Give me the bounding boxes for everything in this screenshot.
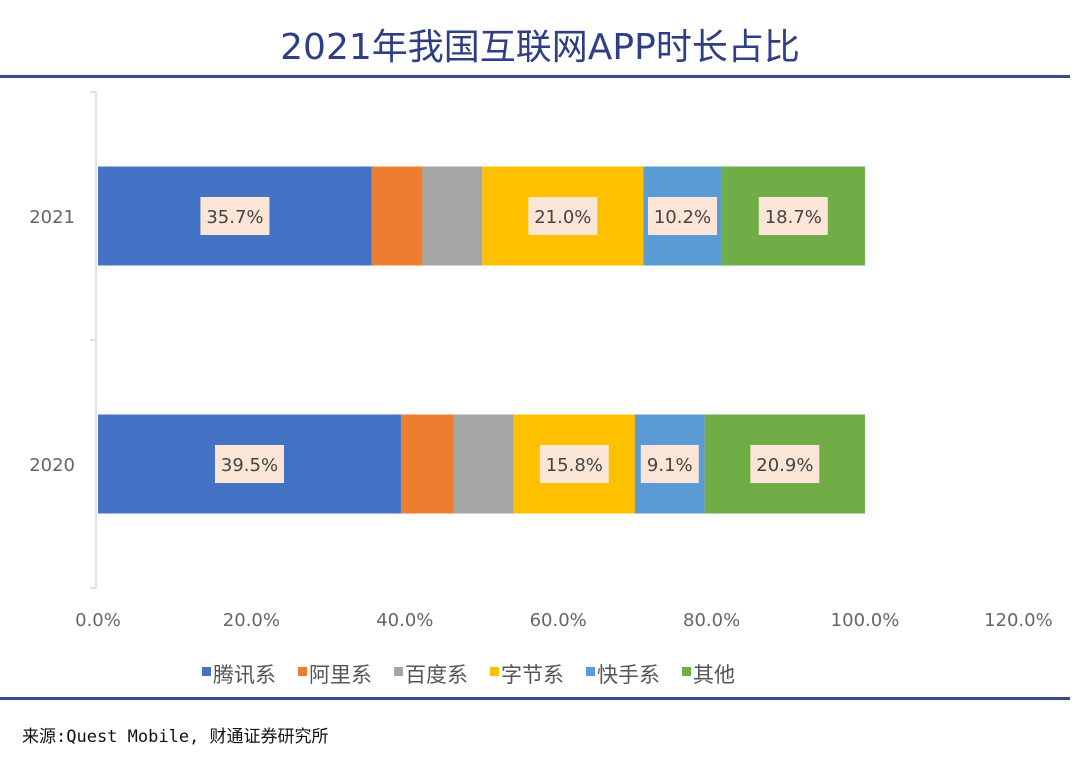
data-label: 9.1% [647,455,693,476]
x-tick-label: 0.0% [75,610,121,631]
legend-label: 腾讯系 [213,663,276,687]
data-label-box [539,445,609,483]
stacked-bar-chart: 2021 35.7% 21.0% 10.2% 18.7% 2020 39.5% 15.8% 9.… [29,91,1053,687]
data-label-box [750,445,820,483]
legend-swatch [298,667,307,676]
legend-label: 阿里系 [309,663,372,687]
data-label: 20.9% [756,455,813,476]
data-label: 39.5% [221,455,278,476]
bar-segment [400,414,454,514]
data-label: 35.7% [206,207,263,228]
data-label: 15.8% [546,455,603,476]
data-label-box [758,197,828,235]
data-label: 10.2% [654,207,711,228]
x-tick-label: 60.0% [530,610,587,631]
x-tick-label: 120.0% [984,610,1053,631]
legend-label: 其他 [693,663,735,687]
legend-label: 百度系 [405,663,468,687]
y-tick-label: 2021 [29,207,75,228]
data-label-box [200,197,270,235]
x-tick-label: 40.0% [376,610,433,631]
legend-swatch [490,667,499,676]
bar-segment [422,166,483,266]
legend-swatch [202,667,211,676]
legend-swatch [394,667,403,676]
title-divider [0,75,1070,78]
data-label-box [528,197,598,235]
data-label-box [640,445,699,483]
data-label-box [214,445,284,483]
x-tick-label: 100.0% [831,610,900,631]
y-tick-label: 2020 [29,455,75,476]
legend-swatch [682,667,691,676]
chart-title: 2021年我国互联网APP时长占比 [280,27,800,68]
footer-divider [0,697,1070,700]
bar-segment [371,166,423,266]
legend-label: 字节系 [501,663,564,687]
data-label: 21.0% [534,207,591,228]
data-label-box [647,197,717,235]
legend-label: 快手系 [597,663,660,687]
bar-segment [453,414,514,514]
data-label: 18.7% [765,207,822,228]
legend-swatch [586,667,595,676]
x-tick-label: 80.0% [683,610,740,631]
source-note: 来源:Quest Mobile, 财通证券研究所 [22,727,329,747]
x-tick-label: 20.0% [223,610,280,631]
